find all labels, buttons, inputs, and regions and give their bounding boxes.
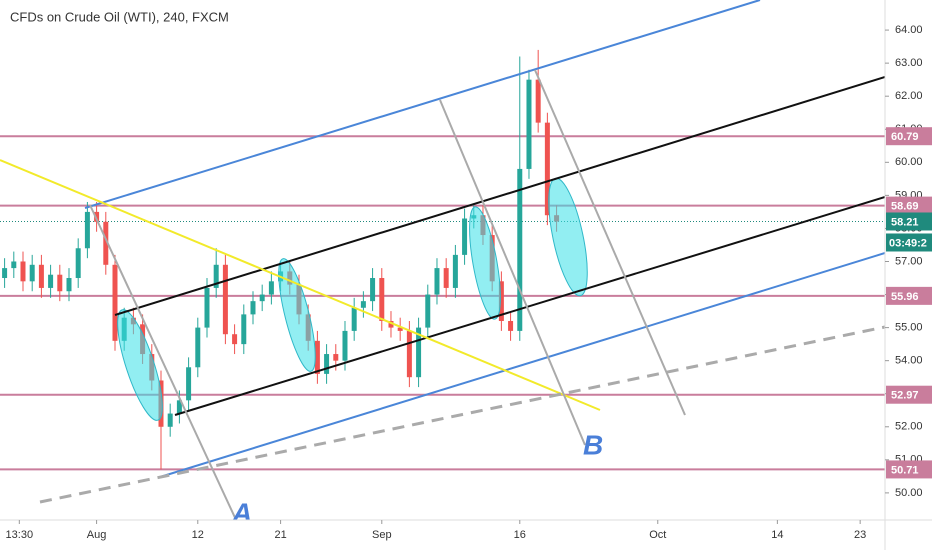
level-label: 60.79 <box>891 131 919 143</box>
countdown-bg <box>886 233 932 252</box>
candle-body <box>324 354 330 374</box>
y-tick-label: 50.00 <box>895 487 923 499</box>
y-tick-label: 64.00 <box>895 24 923 36</box>
trend-line <box>0 159 601 411</box>
y-tick-label: 62.00 <box>895 90 923 102</box>
pitchfork-line <box>89 204 238 520</box>
y-tick-label: 60.00 <box>895 156 923 168</box>
candle-body <box>259 294 265 302</box>
highlight-ellipse <box>278 258 316 372</box>
candle-body <box>213 264 219 288</box>
candle-body <box>268 281 274 295</box>
channel-line <box>159 252 885 478</box>
pitchfork-line <box>439 99 586 446</box>
x-tick-label: 13:30 <box>6 529 34 541</box>
candle-body <box>508 320 514 331</box>
level-label: 58.69 <box>891 201 919 213</box>
candle-body <box>112 264 118 341</box>
last-price-label-bg <box>886 212 932 231</box>
candle-body <box>232 334 238 345</box>
level-label-bg <box>886 286 932 305</box>
candle-body <box>333 354 339 361</box>
y-tick-label: 63.00 <box>895 57 923 69</box>
candle-body <box>250 301 256 315</box>
pitchfork-line <box>534 69 686 416</box>
price-badges: 60.79 58.69 55.96 52.97 50.71 58.21 03:49:2 <box>886 127 932 479</box>
highlight-ellipse <box>469 206 501 320</box>
candle-body <box>48 274 54 288</box>
level-label: 52.97 <box>891 390 919 402</box>
channel-line <box>174 196 885 416</box>
x-tick-label: 14 <box>771 529 783 541</box>
candle-body <box>29 264 35 282</box>
x-tick-label: Aug <box>87 529 107 541</box>
candle-body <box>370 278 376 302</box>
candle-body <box>314 340 320 374</box>
candle-body <box>498 281 504 321</box>
candle-body <box>416 327 422 378</box>
level-label-bg <box>886 127 932 146</box>
candle-body <box>176 400 182 414</box>
candle-body <box>544 122 550 216</box>
candle-body <box>222 264 228 335</box>
candle-body <box>379 278 385 321</box>
candle-body <box>204 287 210 328</box>
x-tick-label: 21 <box>274 529 286 541</box>
candle-body <box>360 301 366 308</box>
candle-body <box>452 254 458 288</box>
candle-body <box>351 307 357 331</box>
candle-body <box>2 268 8 279</box>
candle-body <box>167 413 173 427</box>
countdown: 03:49:2 <box>889 237 927 249</box>
annotation: A <box>231 497 252 528</box>
candle-body <box>443 268 449 288</box>
x-tick-label: 16 <box>514 529 526 541</box>
level-label-bg <box>886 196 932 215</box>
drawings <box>0 0 885 520</box>
level-label: 55.96 <box>891 291 919 303</box>
x-tick-label: Sep <box>372 529 392 541</box>
channel-line <box>114 76 885 316</box>
channel-line <box>84 0 761 209</box>
y-tick-label: 54.00 <box>895 355 923 367</box>
candle-body <box>388 320 394 328</box>
candle-body <box>342 330 348 361</box>
candle-body <box>241 314 247 345</box>
candle-body <box>75 248 81 279</box>
candle-body <box>195 327 201 368</box>
candle-body <box>425 294 431 328</box>
level-label: 50.71 <box>891 464 919 476</box>
level-label-bg <box>886 460 932 479</box>
x-tick-label: 12 <box>192 529 204 541</box>
y-tick-label: 55.00 <box>895 322 923 334</box>
candle-body <box>406 330 412 378</box>
candle-body <box>526 79 532 169</box>
annotation: B <box>583 429 603 460</box>
x-tick-label: 23 <box>854 529 866 541</box>
candle-body <box>434 268 440 295</box>
candle-body <box>517 168 523 331</box>
candle-body <box>57 274 63 292</box>
y-tick-label: 57.00 <box>895 255 923 267</box>
candle-body <box>186 367 192 401</box>
candle-body <box>84 211 90 249</box>
candle-body <box>11 261 17 269</box>
candle-body <box>397 327 403 331</box>
candle-body <box>462 218 468 255</box>
candle-body <box>66 278 72 292</box>
candle-body <box>38 264 44 288</box>
x-tick-label: Oct <box>649 529 666 541</box>
candle-body <box>20 261 26 282</box>
y-tick-label: 52.00 <box>895 421 923 433</box>
level-label-bg <box>886 385 932 404</box>
last-price-label: 58.21 <box>891 216 919 228</box>
candle-body <box>535 79 541 123</box>
highlight-ellipse <box>117 309 163 421</box>
dashed-trend-line <box>39 325 885 504</box>
chart-title: CFDs on Crude Oil (WTI), 240, FXCM <box>10 9 229 24</box>
candle-body <box>103 221 109 265</box>
